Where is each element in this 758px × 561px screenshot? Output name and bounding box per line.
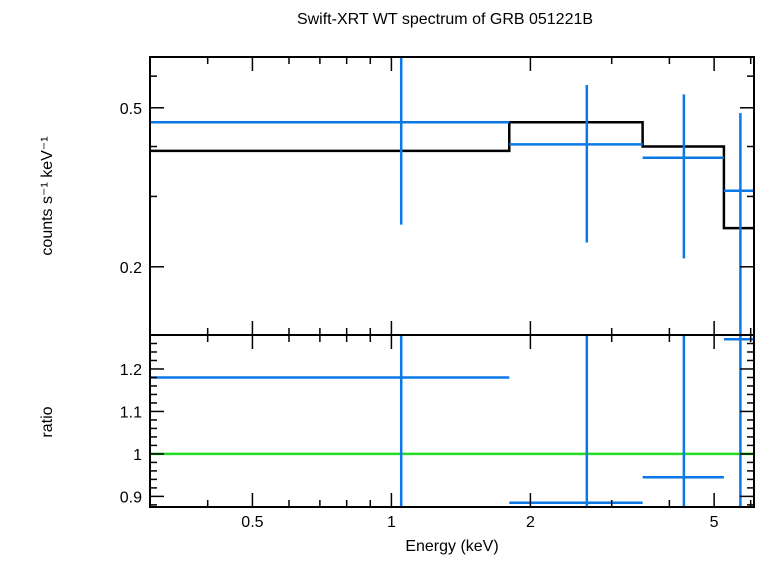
spectrum-y-tick-label: 0.2 <box>120 260 142 277</box>
spectrum-model-line <box>150 121 754 230</box>
spectrum-panel-frame <box>149 56 755 336</box>
chart-title: Swift-XRT WT spectrum of GRB 051221B <box>297 11 593 28</box>
x-tick-label: 5 <box>710 514 719 531</box>
ratio-data-point <box>509 335 643 507</box>
ratio-y-axis-label: ratio <box>39 406 56 437</box>
x-tick-label: 2 <box>526 514 535 531</box>
plot-layer: 0.2 0.5 0.9 1 1.1 1.2 0.5 1 2 5 <box>120 56 755 531</box>
spectrum-data-point <box>723 113 754 335</box>
x-tick-label: 0.5 <box>241 514 263 531</box>
ratio-y-tick-label: 1.2 <box>120 362 142 379</box>
ratio-y-tick-label: 0.9 <box>120 489 142 506</box>
ratio-data-point <box>642 335 724 507</box>
ratio-data-point <box>150 335 510 507</box>
ratio-data-point <box>723 335 754 507</box>
spectrum-data-point <box>150 57 510 225</box>
spectrum-data-point <box>509 85 643 243</box>
spectrum-y-axis-label: counts s⁻¹ keV⁻¹ <box>39 136 56 255</box>
x-tick-label: 1 <box>387 514 396 531</box>
spectrum-y-tick-label: 0.5 <box>120 101 142 118</box>
x-axis-label: Energy (keV) <box>405 538 498 555</box>
spectrum-data-point <box>642 94 724 259</box>
ratio-y-tick-label: 1 <box>133 447 142 464</box>
ratio-panel-frame <box>149 334 755 508</box>
ratio-y-tick-label: 1.1 <box>120 404 142 421</box>
